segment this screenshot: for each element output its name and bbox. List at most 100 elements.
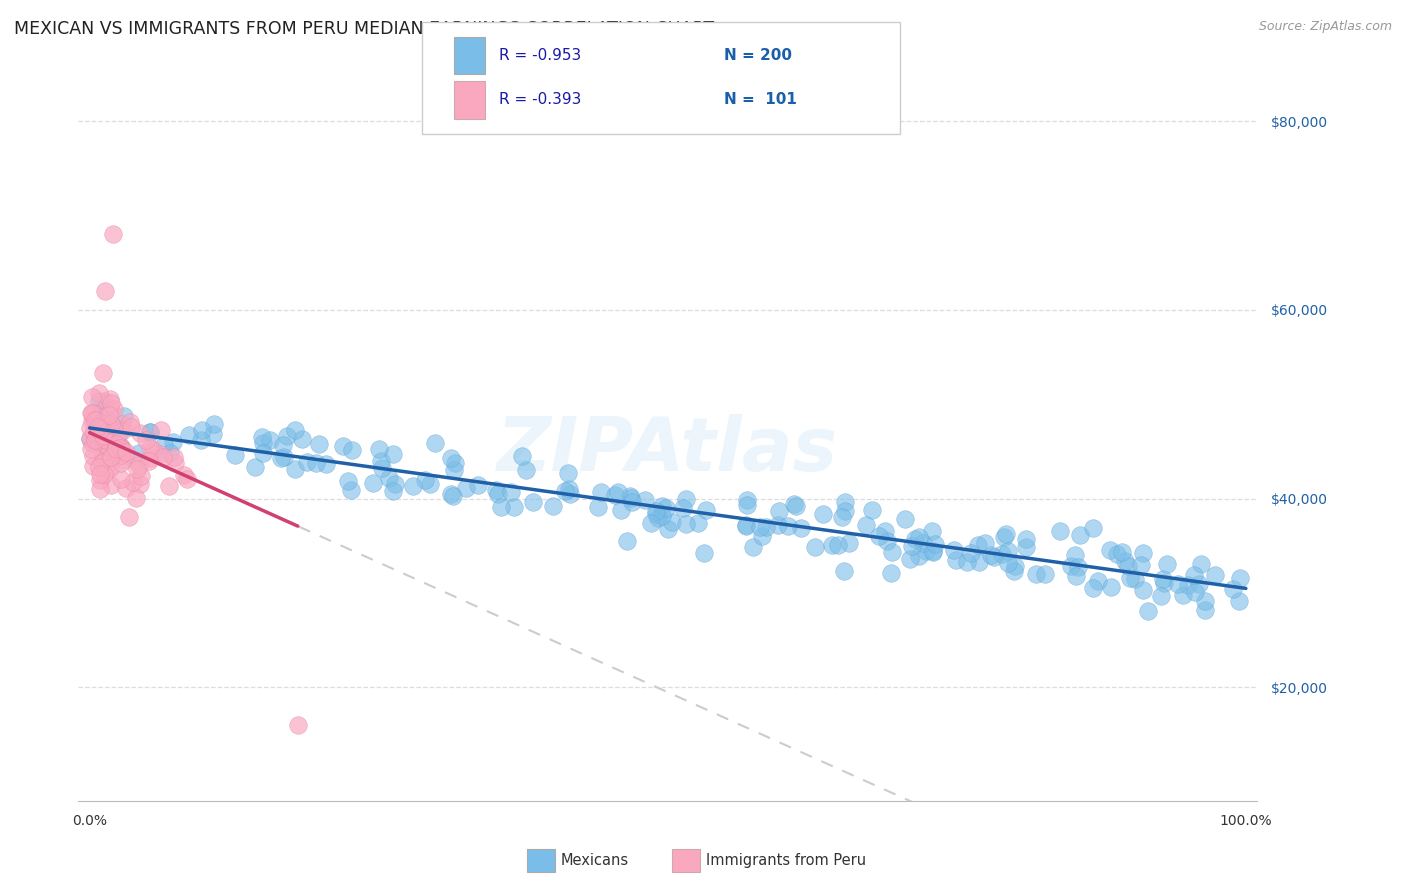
Point [1156,557,1178,571]
Point [110,424,132,438]
Point [945,552,967,566]
Point [84,413,107,427]
Point [995,526,1018,541]
Point [486,487,509,501]
Text: N =  101: N = 101 [724,93,797,107]
Point [86,423,108,437]
Point [273,450,295,464]
Point [96,434,118,448]
Point [340,443,363,458]
Text: Mexicans: Mexicans [561,854,628,868]
Point [1060,559,1083,574]
Point [91,367,114,381]
Point [974,535,997,549]
Point [515,463,537,477]
Point [755,520,778,534]
Point [287,718,309,732]
Point [620,491,643,506]
Point [423,435,446,450]
Point [1002,564,1025,578]
Point [443,462,465,476]
Point [1171,589,1194,603]
Point [1099,580,1122,594]
Point [1025,567,1047,582]
Point [179,428,201,442]
Point [440,450,463,465]
Point [873,524,896,539]
Point [91,447,114,461]
Point [382,483,405,498]
Point [621,495,644,509]
Text: Source: ZipAtlas.com: Source: ZipAtlas.com [1258,20,1392,33]
Point [79,432,101,446]
Point [100,392,122,406]
Point [91,456,114,470]
Point [284,462,307,476]
Point [111,453,134,467]
Point [129,469,152,483]
Point [1066,559,1088,574]
Point [735,493,758,508]
Point [284,423,307,437]
Point [785,499,807,513]
Point [444,456,467,470]
Point [90,405,112,419]
Point [381,446,404,460]
Point [1087,574,1109,588]
Point [401,479,423,493]
Point [1150,589,1173,603]
Text: Immigrants from Peru: Immigrants from Peru [706,854,866,868]
Point [100,396,122,410]
Point [748,520,770,534]
Point [827,538,849,552]
Point [901,539,924,553]
Point [118,415,141,429]
Point [1015,540,1038,554]
Point [603,488,626,502]
Point [876,533,898,548]
Point [89,426,111,441]
Point [868,529,890,543]
Point [644,507,666,521]
Point [332,439,354,453]
Point [751,529,773,543]
Text: ZIPAtlas: ZIPAtlas [498,414,838,487]
Point [997,557,1019,571]
Point [83,450,105,464]
Point [557,482,579,496]
Point [832,564,855,578]
Point [943,542,966,557]
Point [921,524,943,539]
Point [118,510,141,524]
Point [657,522,679,536]
Point [82,406,104,420]
Point [898,552,921,566]
Point [610,503,633,517]
Point [112,409,135,423]
Point [1099,542,1122,557]
Point [190,433,212,447]
Point [124,452,146,467]
Point [882,545,904,559]
Point [87,426,110,441]
Point [589,485,612,500]
Point [997,543,1019,558]
Point [138,442,160,456]
Point [922,544,945,558]
Text: R = -0.953: R = -0.953 [499,48,581,62]
Point [271,438,294,452]
Point [149,447,172,461]
Point [252,436,274,450]
Point [93,393,115,408]
Point [454,482,477,496]
Point [1194,603,1216,617]
Point [983,549,1005,564]
Point [82,414,104,428]
Point [83,425,105,439]
Point [1123,572,1146,586]
Point [1064,548,1087,562]
Point [128,458,150,473]
Point [291,432,314,446]
Point [86,426,108,441]
Point [419,476,441,491]
